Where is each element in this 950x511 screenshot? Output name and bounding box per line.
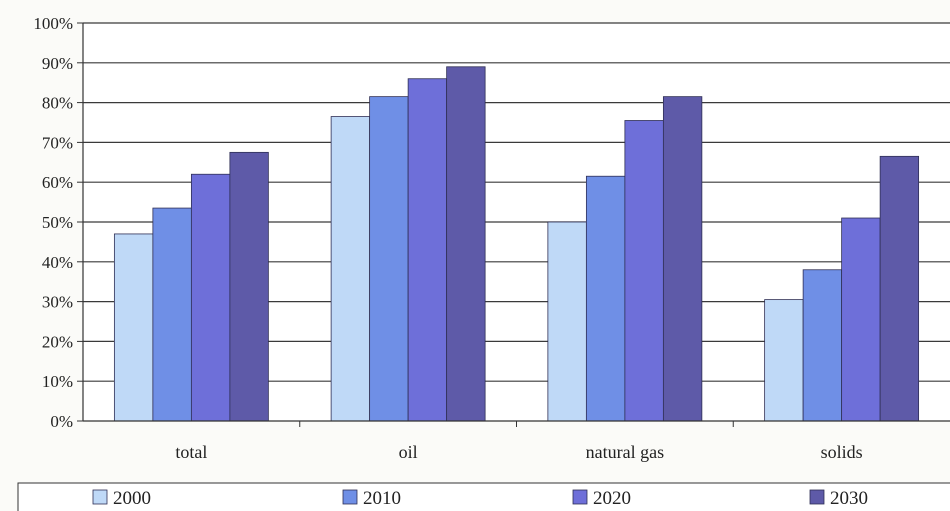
bar-solids-2030 [879, 155, 920, 422]
y-tick-label: 90% [42, 54, 73, 73]
legend-label-2000: 2000 [113, 488, 151, 509]
y-tick-label: 70% [42, 133, 73, 152]
legend-label-2020: 2020 [593, 488, 631, 509]
y-tick-label: 60% [42, 173, 73, 192]
bar-total-2020 [190, 173, 231, 422]
legend-box [17, 482, 950, 511]
y-tick-label: 10% [42, 372, 73, 391]
y-tick-labels: 0% 10% 20% 30% 40% 50% 60% 70% 80% 90% 100% [33, 14, 73, 431]
legend-label-2010: 2010 [363, 488, 401, 509]
bar-oil-2030 [446, 66, 486, 422]
y-tick-label: 40% [42, 253, 73, 272]
legend: 2000 2010 2020 2030 [17, 482, 950, 511]
axes [77, 22, 950, 427]
bar-total-2000 [113, 233, 154, 422]
bar-oil-2000 [330, 116, 371, 422]
x-category-label: natural gas [586, 442, 664, 462]
x-category-label: oil [399, 442, 418, 462]
legend-swatch-2010 [342, 489, 358, 505]
bar-solids-2010 [802, 269, 843, 422]
y-tick-label: 20% [42, 332, 73, 351]
bar-natural-gas-2020 [624, 120, 664, 422]
legend-swatch-2000 [92, 489, 108, 505]
legend-swatch-2020 [572, 489, 588, 505]
bar-natural-gas-2000 [547, 221, 587, 422]
bar-natural-gas-2010 [585, 175, 626, 422]
bar-oil-2020 [407, 78, 448, 422]
x-category-label: solids [821, 442, 863, 462]
y-tick-label: 50% [42, 213, 73, 232]
y-tick-label: 80% [42, 94, 73, 113]
y-tick-label: 100% [33, 14, 73, 33]
bar-solids-2000 [764, 299, 804, 422]
legend-swatch-2030 [809, 489, 825, 505]
x-category-labels: total oil natural gas solids [175, 442, 862, 462]
bar-solids-2020 [841, 217, 881, 422]
bar-oil-2010 [369, 96, 409, 422]
bar-natural-gas-2030 [662, 96, 703, 422]
y-tick-label: 30% [42, 293, 73, 312]
legend-label-2030: 2030 [830, 488, 868, 509]
bar-total-2010 [152, 207, 192, 422]
y-tick-label: 0% [50, 412, 73, 431]
bar-total-2030 [229, 151, 269, 422]
x-category-label: total [175, 442, 207, 462]
bars [113, 66, 920, 422]
